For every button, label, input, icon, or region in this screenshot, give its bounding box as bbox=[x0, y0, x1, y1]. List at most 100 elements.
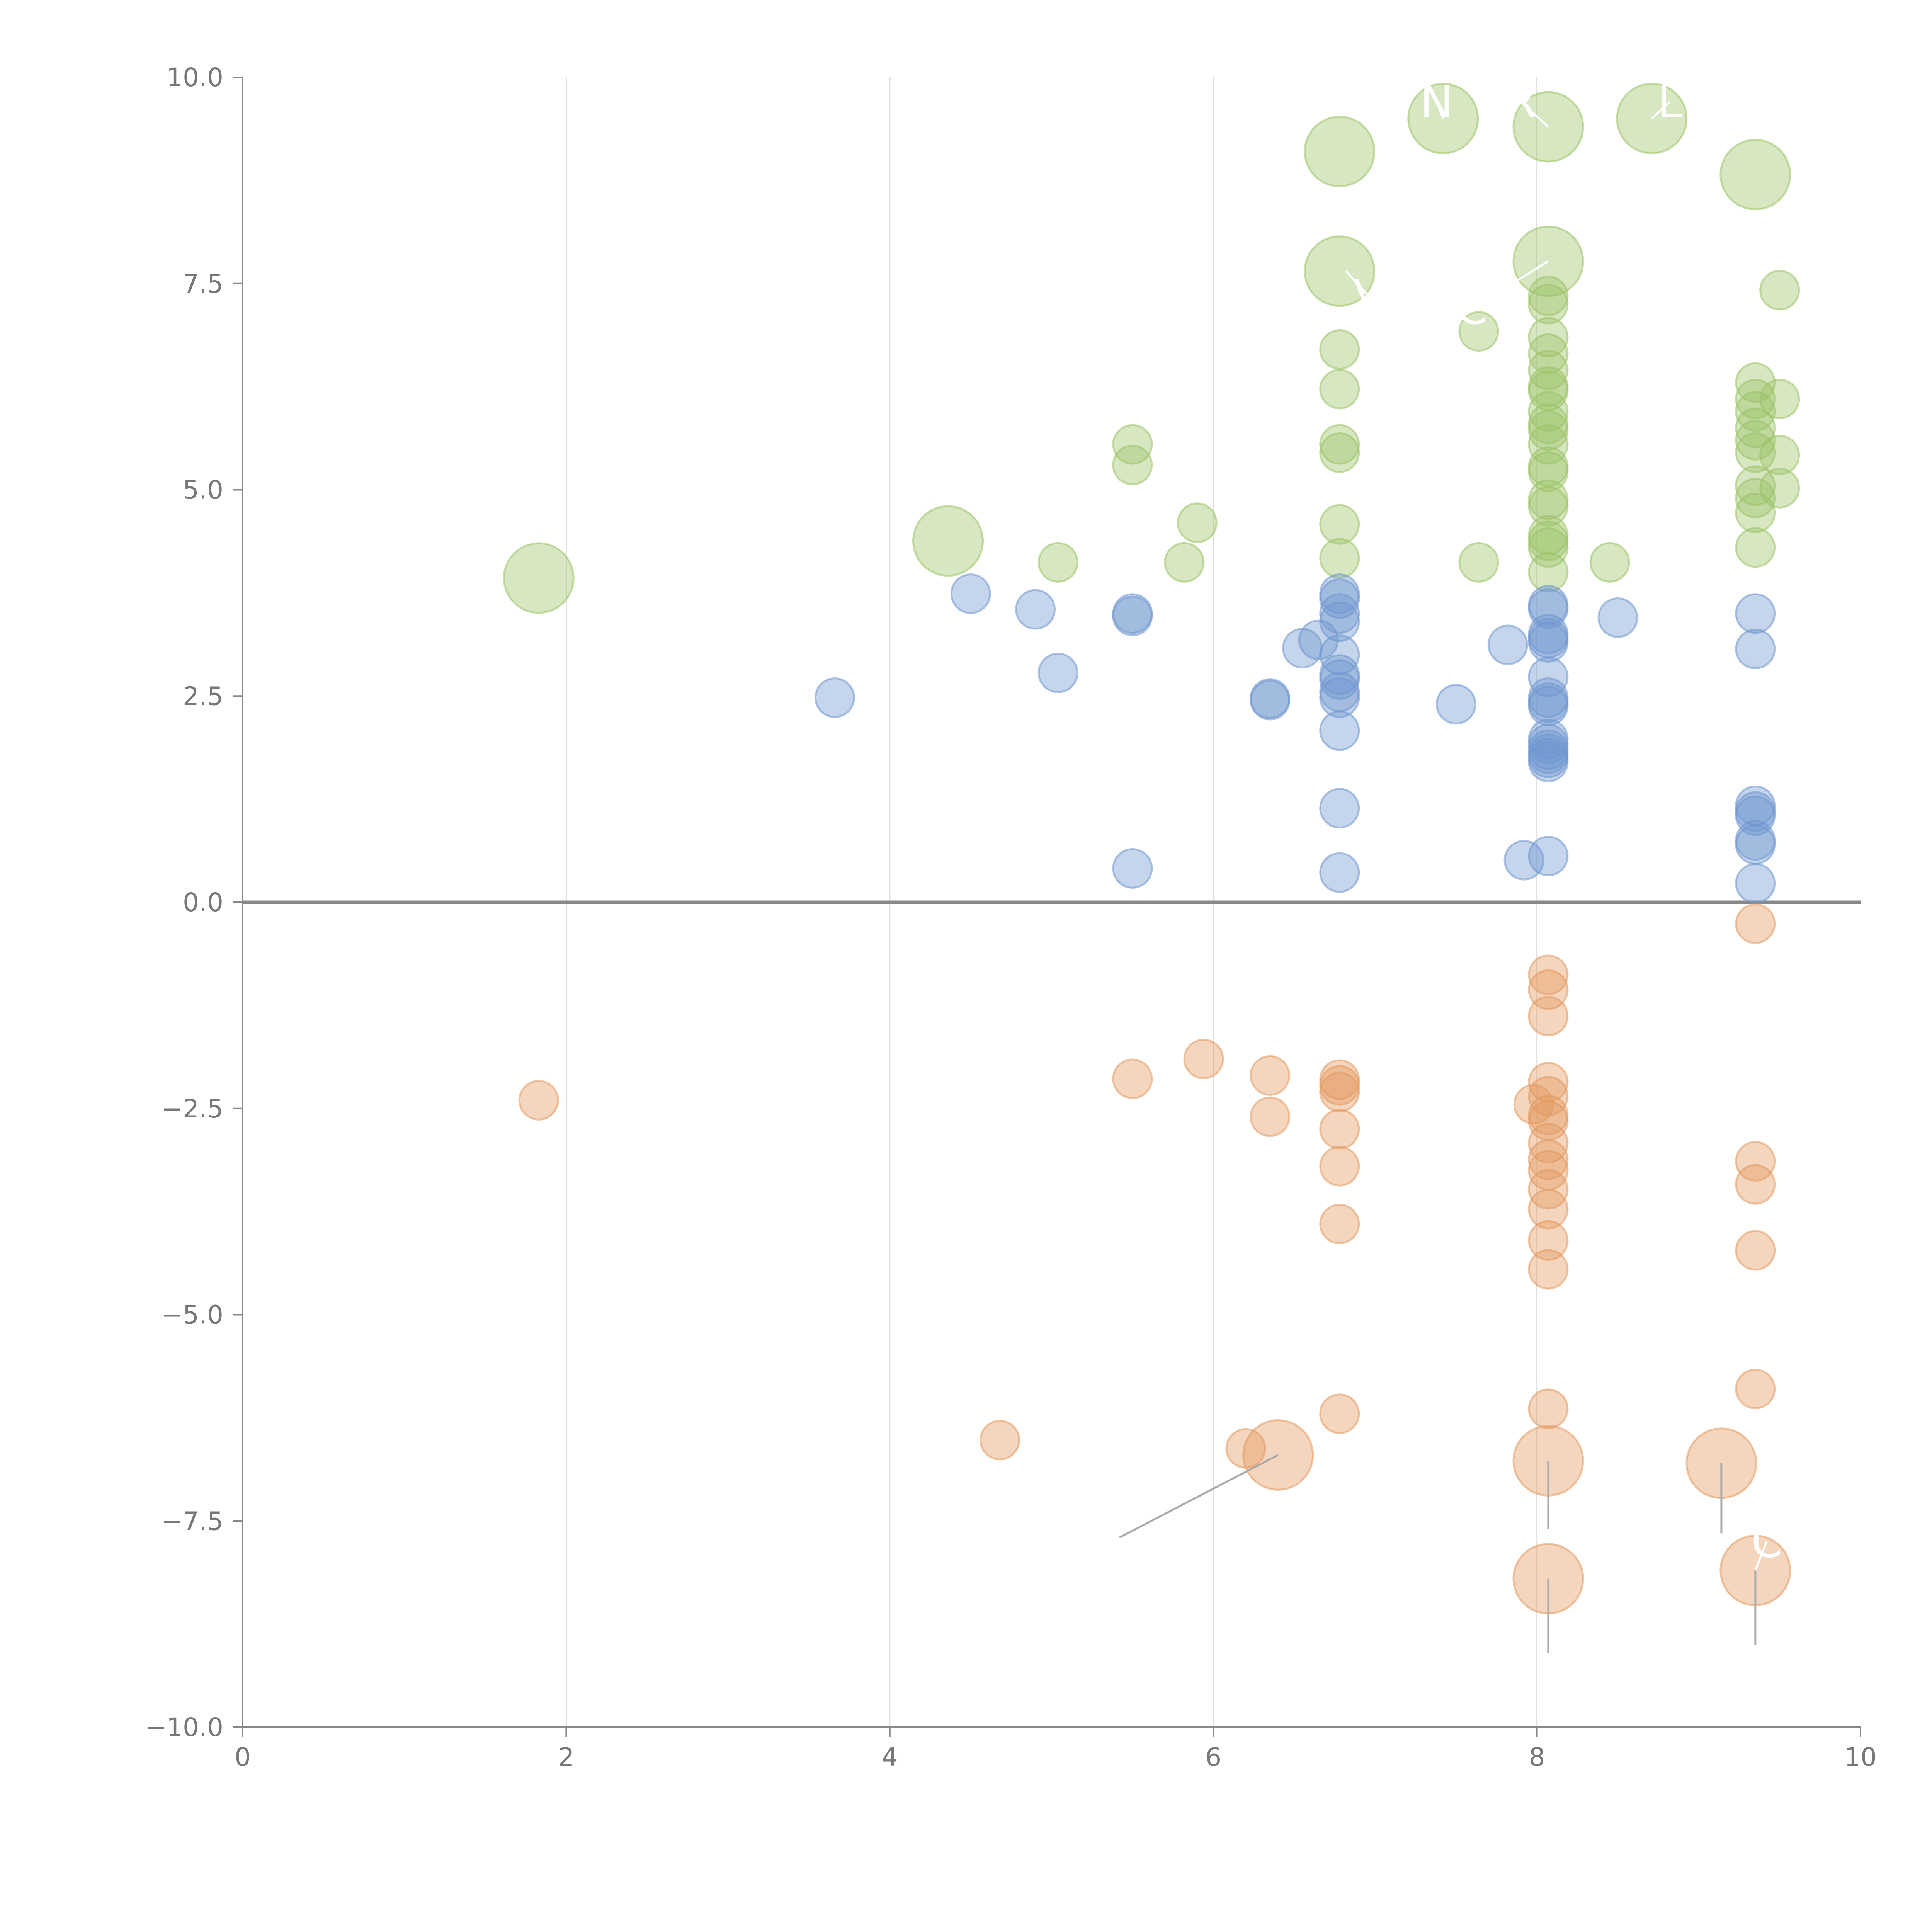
data-point-blue bbox=[1528, 622, 1569, 663]
annotation-label: R bbox=[1505, 77, 1536, 128]
data-point-blue bbox=[1487, 624, 1528, 665]
data-point-blue bbox=[1319, 578, 1360, 619]
data-point-orange bbox=[1528, 1249, 1569, 1290]
y-tick-label: 7.5 bbox=[183, 269, 223, 299]
axis-layer: 10.0 7.5 5.0 2.5 0.0 −2.5 −5.0 −7.5 −10.0 0 2 4 6 8 10 bbox=[145, 63, 1877, 1772]
data-point-green bbox=[1304, 235, 1376, 307]
annotation-leader bbox=[1754, 1541, 1768, 1571]
data-point-blue bbox=[1319, 593, 1360, 634]
data-point-green bbox=[1735, 478, 1776, 519]
data-point-green bbox=[1458, 311, 1499, 352]
data-point-orange bbox=[1250, 1055, 1291, 1096]
point-layer bbox=[503, 83, 1800, 1615]
annotation-label: C bbox=[1751, 1516, 1782, 1568]
data-point-blue bbox=[814, 677, 855, 718]
data-point-orange bbox=[1319, 1071, 1360, 1112]
data-point-green bbox=[1759, 379, 1800, 420]
x-tick-label: 10 bbox=[1844, 1742, 1877, 1772]
data-point-green bbox=[1319, 424, 1360, 465]
data-point-orange bbox=[1735, 1230, 1776, 1271]
series-orange bbox=[518, 903, 1791, 1615]
data-point-green bbox=[1112, 444, 1153, 485]
data-point-blue bbox=[1735, 593, 1776, 634]
data-point-green bbox=[1735, 362, 1776, 403]
y-tick-label: −10.0 bbox=[145, 1713, 223, 1742]
data-point-green bbox=[1735, 492, 1776, 533]
data-point-green bbox=[1528, 410, 1569, 451]
data-point-green bbox=[1458, 542, 1499, 583]
data-point-orange bbox=[1528, 1139, 1569, 1180]
data-point-green bbox=[1735, 527, 1776, 568]
data-point-green bbox=[1528, 527, 1569, 568]
data-point-blue bbox=[1319, 710, 1360, 751]
annotation-leader bbox=[1345, 270, 1369, 297]
annotation-leader bbox=[1471, 260, 1549, 309]
y-tick-label: 5.0 bbox=[183, 475, 223, 505]
data-point-orange bbox=[1319, 1146, 1360, 1187]
series-blue bbox=[814, 573, 1776, 904]
data-point-orange bbox=[1319, 1204, 1360, 1245]
x-tick-label: 8 bbox=[1529, 1742, 1545, 1772]
series-green bbox=[503, 83, 1800, 614]
data-point-green bbox=[1719, 139, 1791, 211]
data-point-green bbox=[1528, 486, 1569, 527]
data-point-green bbox=[1319, 504, 1360, 545]
data-point-orange bbox=[980, 1420, 1020, 1461]
x-tick-label: 2 bbox=[558, 1742, 574, 1772]
data-point-green bbox=[1589, 542, 1630, 583]
data-point-blue bbox=[1250, 680, 1291, 721]
x-tick-label: 0 bbox=[235, 1742, 251, 1772]
data-point-blue bbox=[1319, 659, 1360, 700]
x-tick-label: 4 bbox=[882, 1742, 898, 1772]
data-point-orange bbox=[1319, 1109, 1360, 1150]
annotation-leader bbox=[1119, 1454, 1279, 1539]
annotation-label: N bbox=[1420, 77, 1453, 128]
x-tick-label: 6 bbox=[1205, 1742, 1221, 1772]
data-point-orange bbox=[1183, 1039, 1224, 1080]
data-point-blue bbox=[1112, 595, 1153, 636]
data-point-blue bbox=[1735, 824, 1776, 865]
data-point-orange bbox=[1528, 1388, 1569, 1429]
y-tick-label: −7.5 bbox=[162, 1506, 223, 1536]
annotation-label: C bbox=[1457, 283, 1488, 335]
data-point-orange bbox=[1250, 1096, 1291, 1137]
data-point-green bbox=[1528, 552, 1569, 593]
annotation-layer: N R L V C C bbox=[1119, 77, 1782, 1653]
data-point-blue bbox=[1015, 589, 1056, 630]
data-point-blue bbox=[1597, 597, 1638, 638]
data-point-blue bbox=[1735, 629, 1776, 670]
data-point-blue bbox=[1528, 742, 1569, 782]
data-point-orange bbox=[1319, 1393, 1360, 1434]
data-point-orange bbox=[1112, 1058, 1153, 1099]
data-point-green bbox=[1528, 317, 1569, 358]
annotation-leader bbox=[1435, 102, 1444, 119]
data-point-green bbox=[1319, 329, 1360, 370]
data-point-orange bbox=[1735, 1141, 1776, 1182]
data-point-orange bbox=[1735, 1369, 1776, 1410]
data-point-green bbox=[1528, 284, 1569, 325]
data-point-orange bbox=[1528, 954, 1569, 995]
annotation-leader bbox=[1651, 101, 1670, 119]
data-point-green bbox=[1112, 424, 1153, 465]
data-point-green bbox=[1759, 270, 1800, 311]
data-point-orange bbox=[1735, 1164, 1776, 1205]
data-point-green bbox=[503, 542, 575, 614]
y-tick-label: −5.0 bbox=[162, 1300, 223, 1330]
data-point-orange bbox=[1225, 1428, 1266, 1469]
data-point-green bbox=[1037, 542, 1078, 583]
data-point-blue bbox=[950, 573, 991, 614]
data-point-blue bbox=[1528, 835, 1569, 876]
annotation-leader bbox=[1520, 101, 1549, 128]
data-point-blue bbox=[1435, 684, 1476, 725]
data-point-green bbox=[1319, 369, 1360, 410]
data-point-blue bbox=[1112, 848, 1153, 889]
data-point-orange bbox=[1528, 1189, 1569, 1230]
data-point-blue bbox=[1319, 788, 1360, 829]
data-point-green bbox=[1528, 333, 1569, 374]
data-point-green bbox=[1528, 350, 1569, 391]
y-tick-label: −2.5 bbox=[162, 1094, 223, 1124]
data-point-orange bbox=[518, 1080, 559, 1121]
y-tick-label: 10.0 bbox=[167, 63, 223, 92]
data-point-blue bbox=[1319, 677, 1360, 718]
